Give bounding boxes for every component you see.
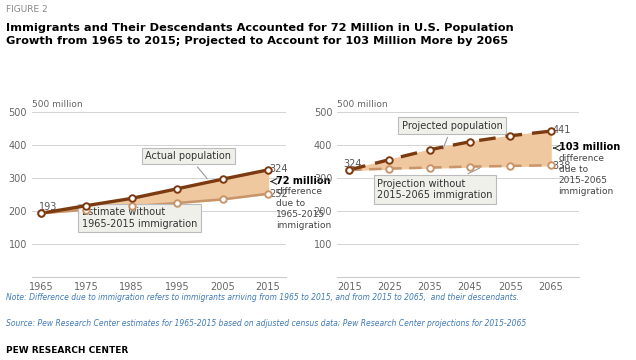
Text: 324: 324: [343, 159, 362, 169]
Text: 500 million: 500 million: [32, 100, 83, 109]
Text: Source: Pew Research Center estimates for 1965-2015 based on adjusted census dat: Source: Pew Research Center estimates fo…: [6, 319, 527, 328]
Text: Actual population: Actual population: [146, 151, 232, 179]
Text: 441: 441: [553, 126, 571, 135]
Point: [465, 164, 475, 170]
Text: Projection without
2015-2065 immigration: Projection without 2015-2065 immigration: [377, 168, 493, 201]
Point: [384, 166, 394, 171]
Point: [344, 167, 354, 173]
Text: 252: 252: [270, 189, 288, 199]
Point: [263, 191, 273, 197]
Text: 338: 338: [553, 161, 571, 171]
Point: [546, 162, 556, 168]
Point: [384, 157, 394, 162]
Point: [505, 163, 515, 169]
Text: 324: 324: [270, 164, 288, 174]
Point: [263, 167, 273, 173]
Text: 103 million: 103 million: [558, 142, 620, 152]
Text: 500 million: 500 million: [337, 100, 388, 109]
Point: [218, 197, 228, 202]
Text: PEW RESEARCH CENTER: PEW RESEARCH CENTER: [6, 346, 128, 355]
Point: [36, 210, 46, 216]
Point: [81, 203, 92, 208]
Point: [465, 139, 475, 145]
Point: [36, 210, 46, 216]
Point: [546, 128, 556, 134]
Text: 193: 193: [39, 202, 57, 212]
Point: [425, 165, 435, 170]
Text: FIGURE 2: FIGURE 2: [6, 5, 48, 14]
Point: [172, 200, 183, 206]
Text: difference
due to
2015-2065
immigration: difference due to 2015-2065 immigration: [558, 154, 614, 196]
Point: [127, 203, 137, 209]
Text: Estimate without
1965-2015 immigration: Estimate without 1965-2015 immigration: [82, 205, 197, 229]
Point: [127, 195, 137, 201]
Text: Note: Difference due to immigration refers to immigrants arriving from 1965 to 2: Note: Difference due to immigration refe…: [6, 293, 520, 302]
Point: [172, 186, 183, 192]
Text: Projected population: Projected population: [401, 121, 502, 149]
Point: [218, 176, 228, 182]
Point: [81, 207, 92, 212]
Text: difference
due to
1965-2015
immigration: difference due to 1965-2015 immigration: [276, 188, 331, 230]
Point: [344, 167, 354, 173]
Point: [505, 133, 515, 139]
Text: 72 million: 72 million: [276, 176, 331, 186]
Point: [425, 147, 435, 153]
Text: Immigrants and Their Descendants Accounted for 72 Million in U.S. Population
Gro: Immigrants and Their Descendants Account…: [6, 23, 514, 46]
